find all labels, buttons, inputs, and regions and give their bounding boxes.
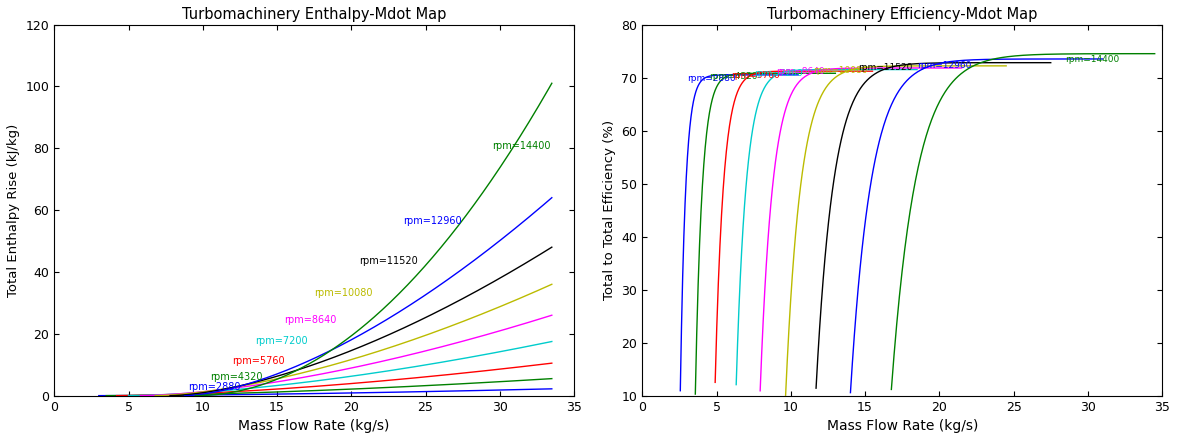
- Text: rpm=7200: rpm=7200: [254, 336, 307, 346]
- Y-axis label: Total to Total Efficiency (%): Total to Total Efficiency (%): [603, 120, 616, 300]
- Text: rpm=12960: rpm=12960: [404, 216, 461, 226]
- Text: rpm=10080: rpm=10080: [314, 288, 373, 298]
- Text: rpm=12960: rpm=12960: [917, 61, 971, 70]
- Text: rpm=11520: rpm=11520: [858, 63, 912, 72]
- Text: rpm=8640: rpm=8640: [285, 315, 337, 325]
- Text: rpm=14400: rpm=14400: [492, 141, 551, 151]
- X-axis label: Mass Flow Rate (kg/s): Mass Flow Rate (kg/s): [239, 419, 390, 433]
- Text: rpm=2880: rpm=2880: [188, 382, 240, 392]
- Text: rpm=10080: rpm=10080: [813, 66, 867, 75]
- Text: rpm=8640: rpm=8640: [776, 67, 825, 77]
- Text: rpm=5760: rpm=5760: [731, 71, 780, 80]
- Y-axis label: Total Enthalpy Rise (kJ/kg): Total Enthalpy Rise (kJ/kg): [7, 124, 20, 297]
- Text: rpm=4320: rpm=4320: [709, 72, 758, 81]
- Title: Turbomachinery Efficiency-Mdot Map: Turbomachinery Efficiency-Mdot Map: [767, 7, 1037, 22]
- Text: rpm=5760: rpm=5760: [233, 356, 285, 366]
- Text: rpm=11520: rpm=11520: [359, 256, 418, 266]
- Title: Turbomachinery Enthalpy-Mdot Map: Turbomachinery Enthalpy-Mdot Map: [182, 7, 446, 22]
- X-axis label: Mass Flow Rate (kg/s): Mass Flow Rate (kg/s): [826, 419, 978, 433]
- Text: rpm=7200: rpm=7200: [753, 69, 803, 78]
- Text: rpm=2880: rpm=2880: [687, 74, 736, 83]
- Text: rpm=4320: rpm=4320: [211, 372, 262, 382]
- Text: rpm=14400: rpm=14400: [1065, 55, 1119, 64]
